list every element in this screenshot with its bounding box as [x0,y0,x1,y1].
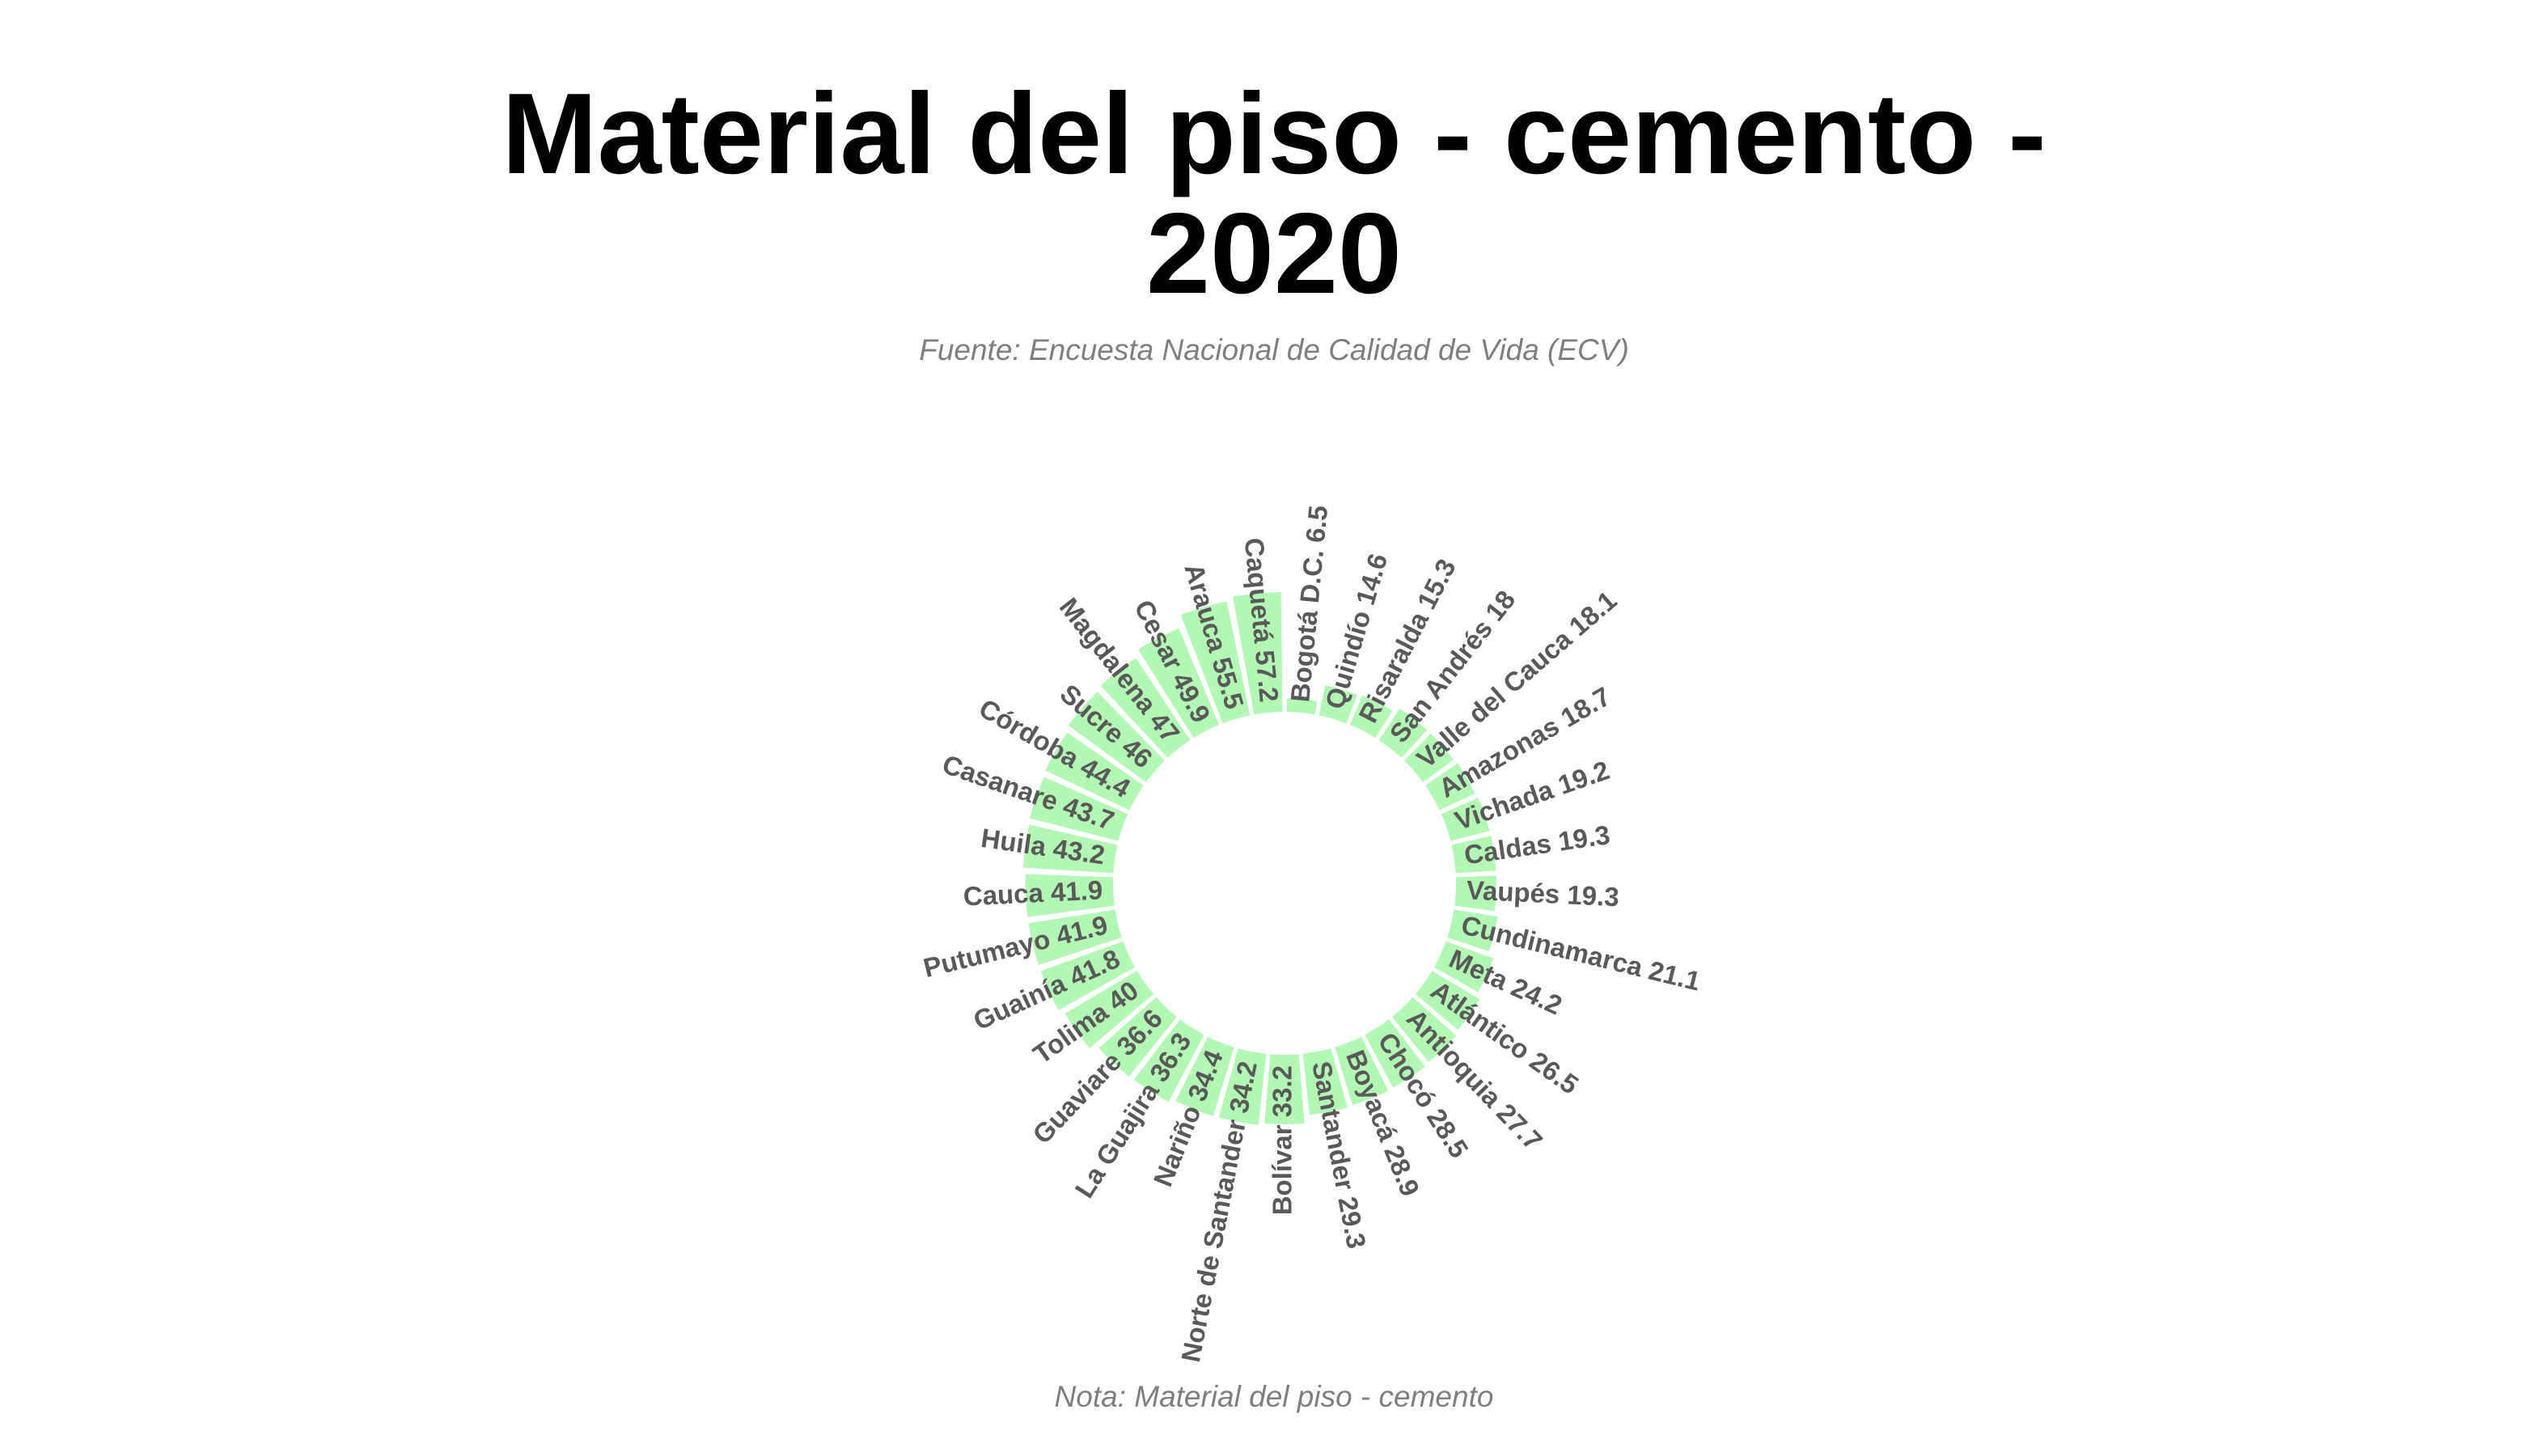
chart-title: Material del piso - cemento - 2020 [0,74,2548,314]
bar-meta [1433,941,1494,993]
bar-cundinamarca [1447,909,1498,952]
bar-arauca [1180,601,1251,724]
chart-subtitle: Fuente: Encuesta Nacional de Calidad de … [919,333,1629,366]
bar-vichada [1441,798,1490,841]
chart-title-line-1: Material del piso - cemento - [502,70,2046,198]
bar-huila [1022,824,1118,874]
bar-caqueta [1233,592,1283,715]
bar-bolivar [1264,1054,1305,1124]
bar-amazonas [1425,763,1475,811]
bar-santander [1302,1048,1348,1115]
bar-casanare [1030,777,1128,841]
label-bolivar: Bolívar 33.2 [1268,1065,1297,1215]
label-cauca: Cauca 41.9 [963,874,1103,911]
chart-title-line-2: 2020 [1146,189,1402,318]
bar-guainia [1040,941,1136,1010]
bar-la-guajira [1133,1019,1204,1103]
bar-vaupes [1454,875,1496,912]
bar-risaralda [1350,695,1393,739]
label-vaupes: Vaupés 19.3 [1466,874,1620,912]
bar-sucre [1068,692,1165,782]
bar-boyaca [1335,1036,1389,1106]
bar-guaviare [1098,997,1177,1077]
bar-magdalena [1100,658,1191,758]
bar-valle-del-cauca [1404,733,1454,782]
bar-group [1022,592,1498,1125]
bar-bogota-d-c [1286,698,1318,715]
bar-cesar [1138,628,1219,739]
bar-cauca [1025,874,1115,917]
bar-antioquia [1392,997,1457,1062]
bar-cordoba [1045,732,1144,811]
bar-atlantico [1415,971,1480,1031]
bar-quindio [1318,685,1358,724]
bar-san-andres [1378,709,1428,758]
bar-narino [1175,1036,1234,1116]
bar-putumayo [1028,909,1122,966]
bar-tolima [1064,971,1154,1048]
label-bogota-d-c: Bogotá D.C. 6.5 [1285,504,1333,703]
bar-choco [1365,1019,1425,1088]
bar-caldas [1451,836,1496,874]
bar-norte-de-santander [1218,1048,1267,1125]
chart-note: Nota: Material del piso - cemento [1054,1380,1494,1413]
